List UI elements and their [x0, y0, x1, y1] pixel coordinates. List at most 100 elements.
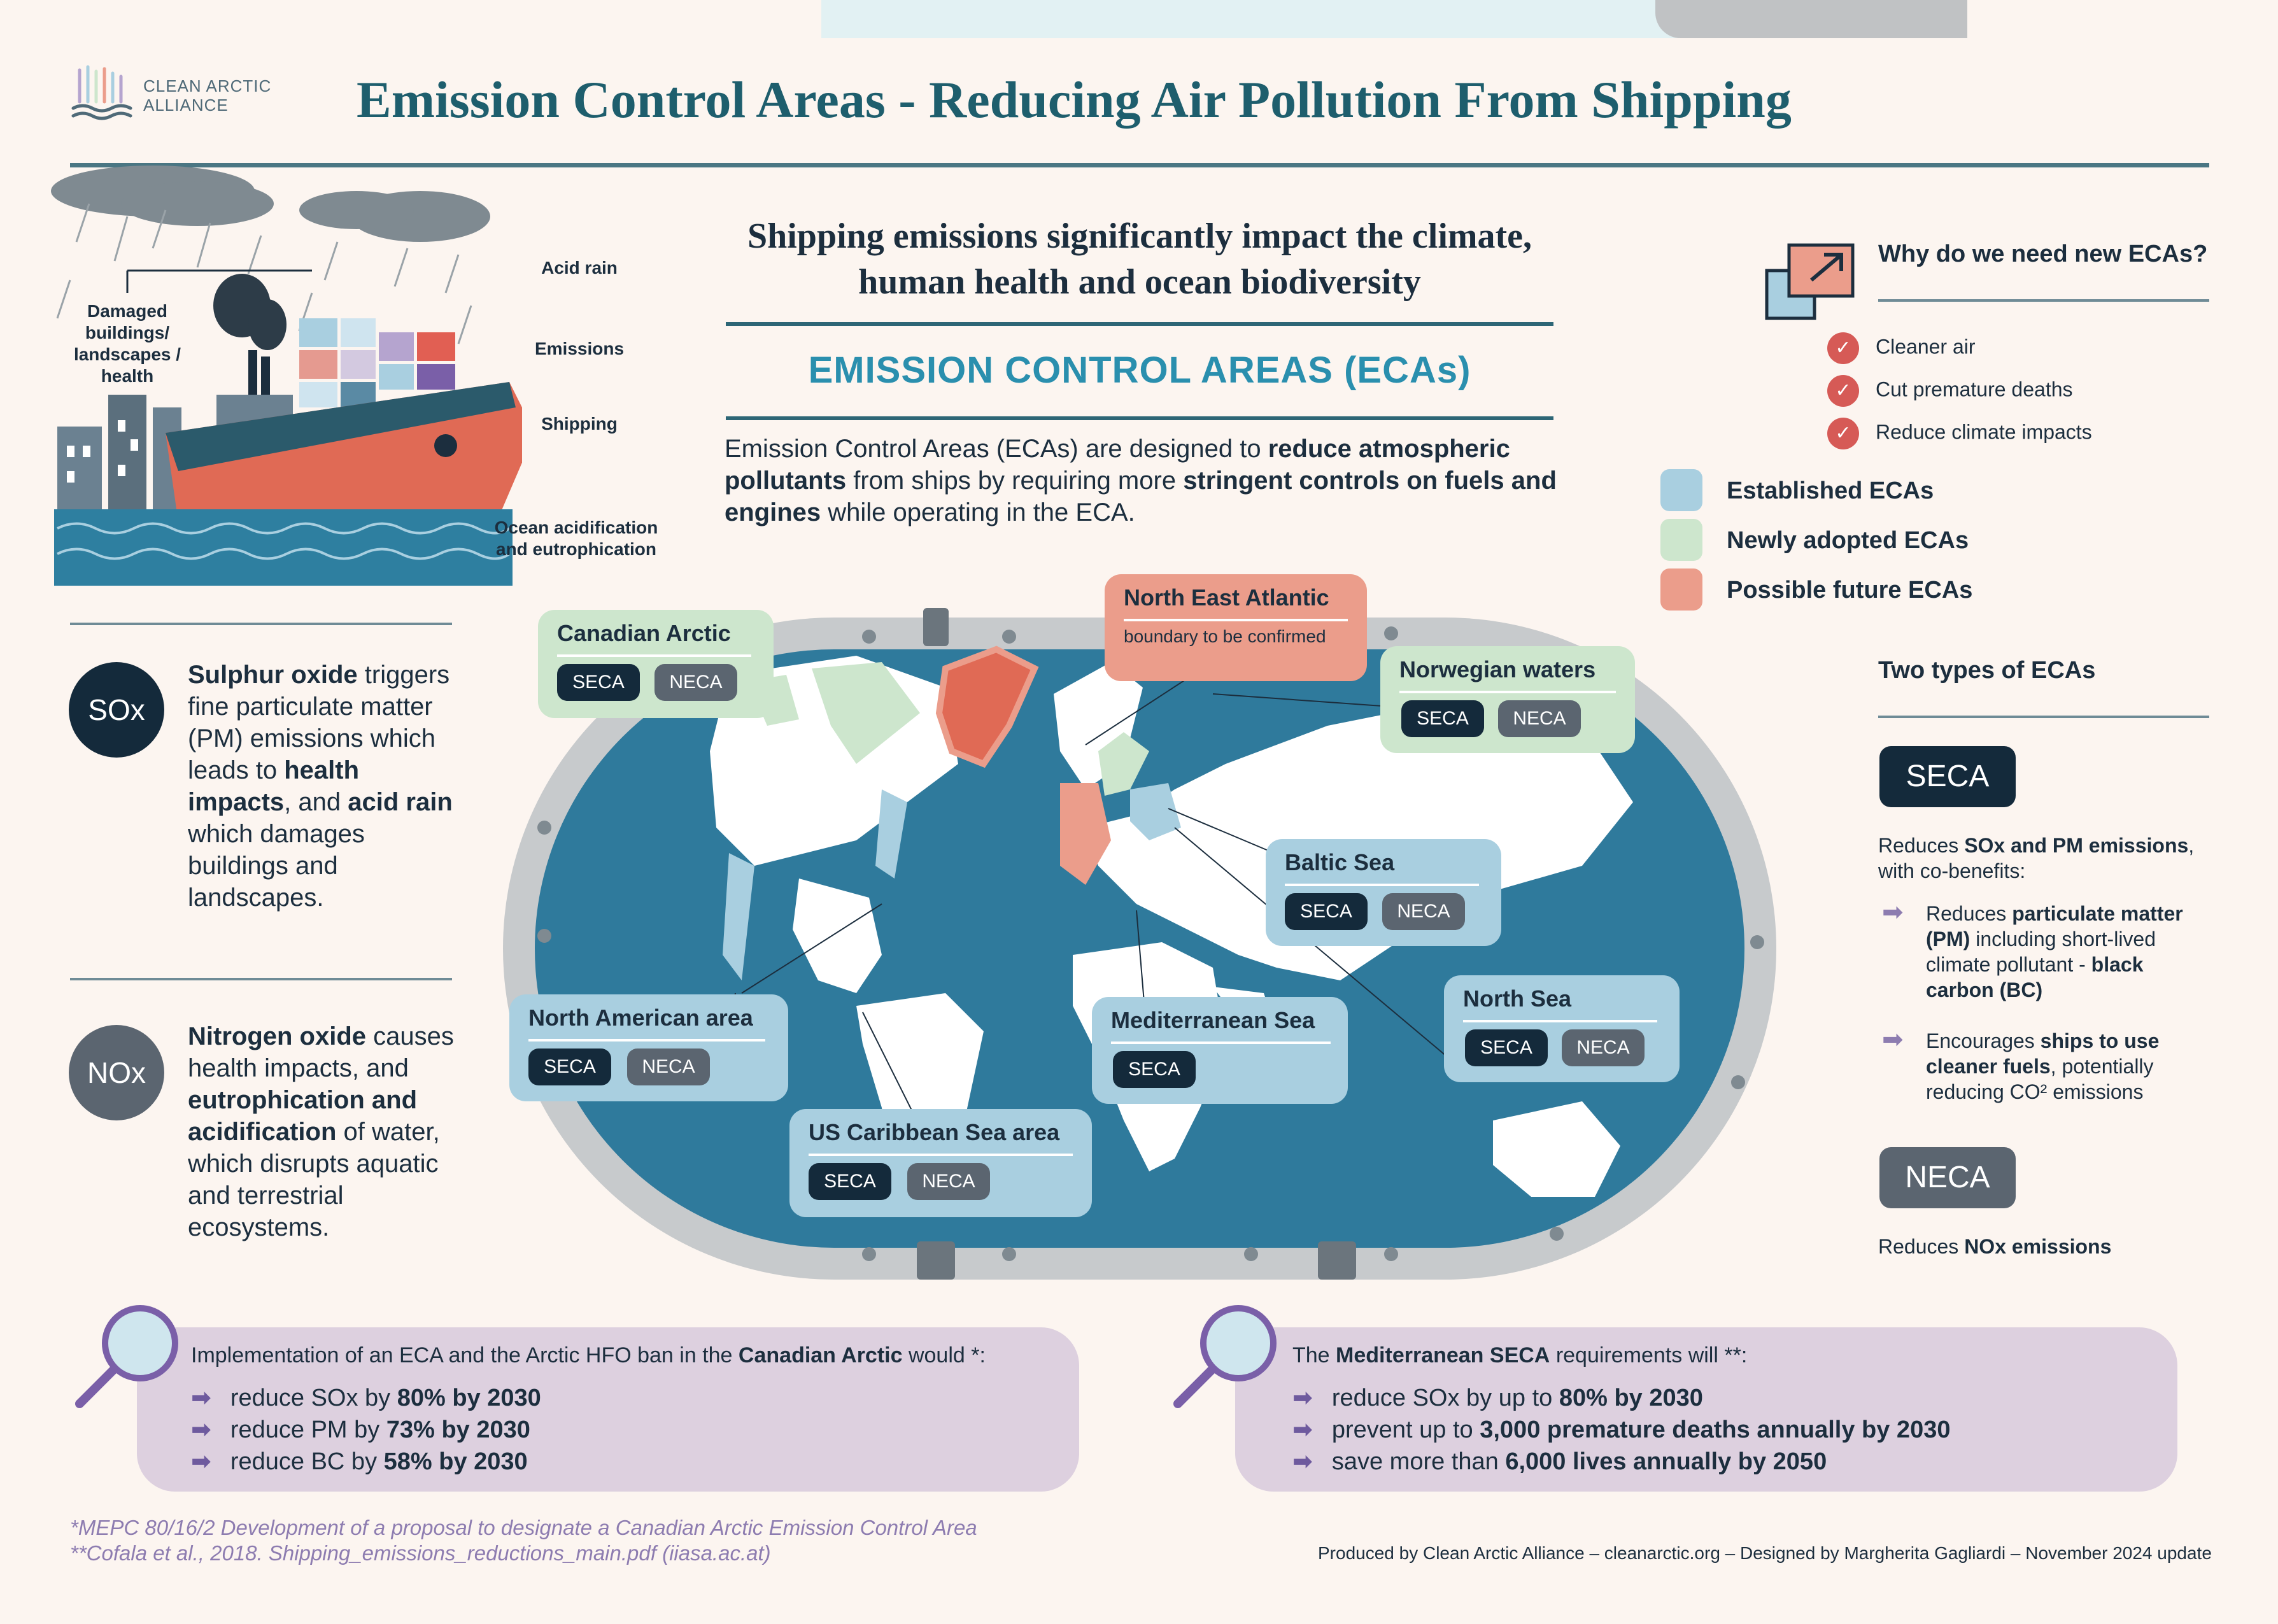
why-item: ✓ Reduce climate impacts	[1827, 418, 2092, 449]
seca-benefit-1: Reduces particulate matter (PM) includin…	[1926, 902, 2183, 1001]
region-subtitle: boundary to be confirmed	[1124, 626, 1326, 646]
why-title: Why do we need new ECAs?	[1878, 241, 2208, 267]
neca-tag: NECA	[1382, 893, 1465, 930]
legend-swatch-established	[1660, 469, 1702, 511]
region-title: US Caribbean Sea area	[809, 1119, 1060, 1145]
types-divider	[1878, 716, 2209, 718]
logo-icon	[71, 65, 132, 120]
seca-tag: SECA	[1285, 893, 1368, 930]
neca-tag: NECA	[654, 664, 737, 701]
intro-text: Emission Control Areas (ECAs) are design…	[725, 435, 1557, 526]
region-baltic-sea: Baltic Sea SECA NECA	[1266, 839, 1501, 946]
nox-badge: NOx	[69, 1025, 164, 1120]
region-title: North American area	[528, 1005, 753, 1031]
stat-heading: The Mediterranean SECA requirements will…	[1292, 1343, 1748, 1367]
label-damaged: Damaged buildings/ landscapes / health	[73, 301, 181, 386]
stat-box-canadian: Implementation of an ECA and the Arctic …	[137, 1327, 1079, 1492]
seca-desc: Reduces SOx and PM emissions, with co-be…	[1878, 834, 2195, 882]
neca-badge: NECA	[1879, 1147, 2016, 1208]
legend-swatch-new	[1660, 519, 1702, 561]
label-emissions: Emissions	[534, 339, 625, 358]
stat-line: ➡ reduce BC by 58% by 2030	[191, 1448, 528, 1475]
arrow-icon: ➡	[191, 1416, 211, 1443]
left-divider-1	[70, 623, 452, 625]
seca-tag: SECA	[809, 1163, 891, 1200]
neca-tag: NECA	[1498, 700, 1581, 737]
region-rule	[1124, 619, 1348, 621]
neca-tag: NECA	[907, 1163, 990, 1200]
stat-heading: Implementation of an ECA and the Arctic …	[191, 1343, 986, 1367]
why-item: ✓ Cleaner air	[1827, 332, 1976, 364]
label-shipping: Shipping	[541, 414, 618, 434]
region-title: Norwegian waters	[1399, 656, 1596, 682]
credit-line: Produced by Clean Arctic Alliance – clea…	[1318, 1543, 2212, 1563]
region-rule	[809, 1154, 1073, 1156]
legend-established: Established ECAs	[1727, 477, 1934, 504]
region-rule	[1463, 1020, 1657, 1022]
region-canadian-arctic: Canadian Arctic SECA NECA	[538, 610, 774, 718]
region-title: Baltic Sea	[1285, 849, 1395, 875]
seca-badge: SECA	[1879, 746, 2016, 807]
magnifier-icon	[75, 1305, 178, 1408]
region-rule	[557, 654, 751, 657]
region-title: Mediterranean Sea	[1111, 1007, 1315, 1033]
seca-tag: SECA	[1401, 700, 1484, 737]
arrow-icon: ➡	[1292, 1385, 1313, 1411]
legend-swatch-future	[1660, 568, 1702, 611]
logo-line2: ALLIANCE	[143, 95, 229, 115]
left-divider-2	[70, 978, 452, 980]
check-icon: ✓	[1827, 418, 1859, 449]
stat-line: ➡ save more than 6,000 lives annually by …	[1292, 1448, 1827, 1475]
seca-tag: SECA	[1465, 1029, 1548, 1066]
region-rule	[528, 1039, 765, 1041]
logo-text: CLEAN ARCTIC ALLIANCE	[143, 76, 271, 115]
sox-text: Sulphur oxide triggers fine particulate …	[188, 661, 453, 912]
region-title: Canadian Arctic	[557, 620, 731, 646]
region-north-east-atlantic: North East Atlantic boundary to be confi…	[1105, 574, 1367, 681]
label-acid-rain: Acid rain	[541, 258, 618, 278]
sox-badge: SOx	[69, 662, 164, 758]
seca-benefit-2: Encourages ships to use cleaner fuels, p…	[1926, 1029, 2160, 1103]
eca-title: EMISSION CONTROL AREAS (ECAs)	[808, 350, 1471, 391]
label-ocean: Ocean acidification and eutrophication	[494, 518, 658, 559]
stat-line: ➡ reduce SOx by 80% by 2030	[191, 1385, 541, 1411]
stat-line: ➡ prevent up to 3,000 premature deaths an…	[1292, 1416, 1951, 1443]
seca-tag: SECA	[1113, 1051, 1196, 1088]
arrow-icon: ➡	[1882, 898, 1904, 926]
ship-illustration	[51, 166, 522, 586]
region-north-sea: North Sea SECA NECA	[1444, 975, 1680, 1082]
region-north-american-area: North American area SECA NECA	[509, 994, 788, 1101]
region-title: North East Atlantic	[1124, 584, 1329, 611]
title-divider	[70, 163, 2209, 167]
stat-line: ➡ reduce SOx by up to 80% by 2030	[1292, 1385, 1703, 1411]
footnotes: *MEPC 80/16/2 Development of a proposal …	[70, 1515, 977, 1566]
stat-line: ➡ reduce PM by 73% by 2030	[191, 1416, 530, 1443]
region-title: North Sea	[1463, 985, 1572, 1012]
top-decor-bar-grey	[1655, 0, 1967, 38]
arrow-icon: ➡	[1292, 1448, 1313, 1475]
logo-line1: CLEAN ARCTIC	[143, 76, 272, 95]
region-mediterranean-sea: Mediterranean Sea SECA	[1092, 997, 1348, 1104]
region-rule	[1111, 1041, 1331, 1044]
headline-line2: human health and ocean biodiversity	[858, 262, 1421, 302]
region-rule	[1399, 691, 1616, 693]
arrow-icon: ➡	[191, 1385, 211, 1411]
footnote-1: *MEPC 80/16/2 Development of a proposal …	[70, 1516, 977, 1539]
region-us-caribbean: US Caribbean Sea area SECA NECA	[789, 1109, 1092, 1217]
seca-tag: SECA	[528, 1049, 611, 1085]
expand-icon	[1765, 243, 1855, 320]
why-divider	[1878, 299, 2209, 302]
eca-title-divider	[726, 416, 1553, 420]
arrow-icon: ➡	[1882, 1026, 1904, 1054]
seca-tag: SECA	[557, 664, 640, 701]
check-icon: ✓	[1827, 375, 1859, 407]
headline: Shipping emissions significantly impact …	[662, 213, 1617, 305]
footnote-2: **Cofala et al., 2018. Shipping_emission…	[70, 1541, 771, 1565]
arrow-icon: ➡	[191, 1448, 211, 1475]
stat-box-mediterranean: The Mediterranean SECA requirements will…	[1235, 1327, 2177, 1492]
page-title: Emission Control Areas - Reducing Air Po…	[357, 71, 1792, 129]
arrow-icon: ➡	[1292, 1416, 1313, 1443]
neca-desc: Reduces NOx emissions	[1878, 1235, 2112, 1258]
neca-tag: NECA	[627, 1049, 710, 1085]
magnifier-icon	[1173, 1305, 1277, 1408]
